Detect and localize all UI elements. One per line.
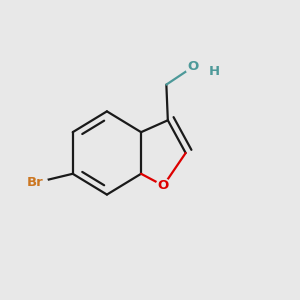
Text: Br: Br xyxy=(27,176,44,189)
Text: O: O xyxy=(158,179,169,192)
Text: O: O xyxy=(188,60,199,73)
Text: H: H xyxy=(208,65,220,78)
